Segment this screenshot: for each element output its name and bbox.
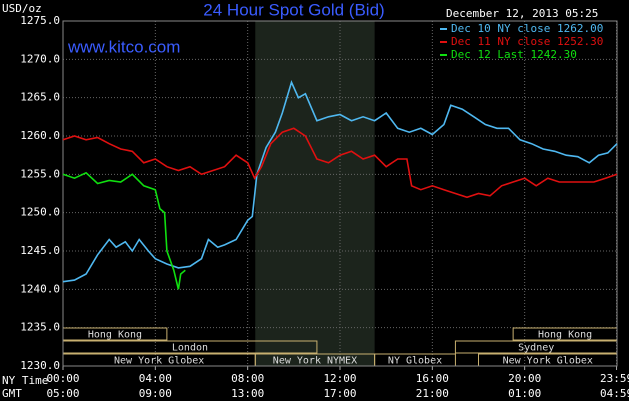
session-label: London [172, 343, 208, 354]
x2-tick-label: 21:00 [416, 387, 449, 400]
plot-border [62, 20, 618, 367]
x-axis-label: NY Time [2, 374, 48, 387]
session-label: New York Globex [114, 356, 204, 367]
legend-label: Dec 12 Last 1242.30 [451, 48, 577, 61]
x2-tick-label: 17:00 [323, 387, 356, 400]
y-tick-label: 1275.0 [20, 14, 60, 27]
y-tick-label: 1270.0 [20, 52, 60, 65]
series-line [62, 171, 186, 290]
series-line [62, 80, 618, 283]
session-label: Hong Kong [538, 330, 592, 341]
y-tick-label: 1240.0 [20, 282, 60, 295]
legend-label: Dec 10 NY close 1262.00 [451, 22, 603, 35]
session-label: New York Globex [503, 356, 593, 367]
x2-axis-label: GMT [2, 387, 22, 400]
x-tick-label: 08:00 [231, 372, 264, 385]
x2-tick-label: 04:59 [600, 387, 629, 400]
shaded-region [255, 21, 375, 366]
session-label: NY Globex [388, 356, 442, 367]
y-tick-label: 1235.0 [20, 321, 60, 334]
x-tick-label: 23:59 [600, 372, 629, 385]
session-label: Hong Kong [88, 330, 142, 341]
website: www.kitco.com [67, 37, 180, 56]
x2-tick-label: 01:00 [508, 387, 541, 400]
x2-tick-label: 09:00 [139, 387, 172, 400]
y-tick-label: 1245.0 [20, 244, 60, 257]
timestamp: December 12, 2013 05:25 [446, 7, 598, 20]
x2-tick-label: 13:00 [231, 387, 264, 400]
y-tick-label: 1250.0 [20, 206, 60, 219]
x-tick-label: 20:00 [508, 372, 541, 385]
y-tick-label: 1260.0 [20, 129, 60, 142]
series-line [62, 127, 618, 199]
x2-tick-label: 05:00 [46, 387, 79, 400]
x-tick-label: 16:00 [416, 372, 449, 385]
x-tick-label: 00:00 [46, 372, 79, 385]
x-tick-label: 04:00 [139, 372, 172, 385]
y-tick-label: 1255.0 [20, 167, 60, 180]
y-tick-label: 1230.0 [20, 359, 60, 372]
chart-title: 24 Hour Spot Gold (Bid) [203, 0, 384, 19]
x-tick-label: 12:00 [323, 372, 356, 385]
y-tick-label: 1265.0 [20, 91, 60, 104]
y-axis-label: USD/oz [2, 2, 42, 15]
legend-label: Dec 11 NY close 1252.30 [451, 35, 603, 48]
session-label: New York NYMEX [273, 356, 357, 367]
session-label: Sydney [518, 343, 554, 354]
